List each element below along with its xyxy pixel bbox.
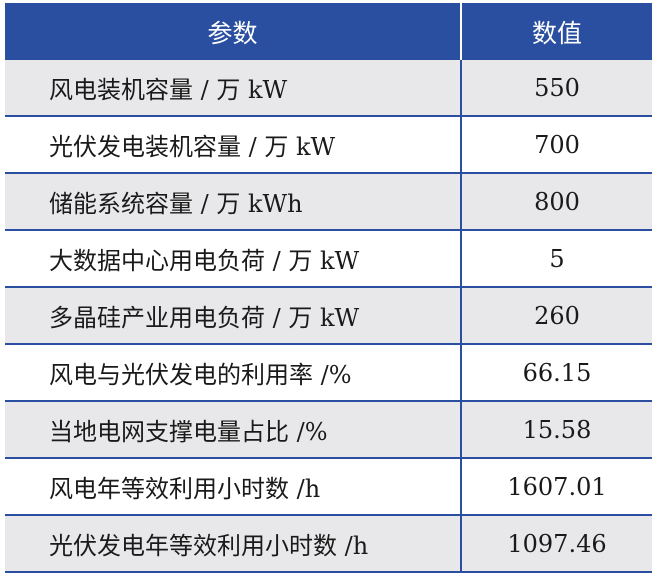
value-cell: 800	[461, 173, 652, 231]
param-cell: 多晶硅产业用电负荷 / 万 kW	[5, 287, 462, 345]
param-cell: 风电与光伏发电的利用率 /%	[5, 344, 462, 402]
table-row: 风电装机容量 / 万 kW 550	[5, 60, 652, 117]
table-row: 光伏发电年等效利用小时数 /h 1097.46	[5, 515, 652, 573]
value-cell: 15.58	[461, 401, 652, 459]
param-cell: 光伏发电装机容量 / 万 kW	[5, 116, 462, 174]
value-cell: 5	[461, 230, 652, 288]
value-cell: 260	[461, 287, 652, 345]
table-row: 多晶硅产业用电负荷 / 万 kW 260	[5, 287, 652, 345]
value-cell: 700	[461, 116, 652, 174]
table-header: 参数 数值	[5, 3, 652, 60]
table-row: 大数据中心用电负荷 / 万 kW 5	[5, 230, 652, 288]
parameter-table: 参数 数值 风电装机容量 / 万 kW 550 光伏发电装机容量 / 万 kW …	[5, 3, 652, 573]
param-cell: 大数据中心用电负荷 / 万 kW	[5, 230, 462, 288]
table-body: 风电装机容量 / 万 kW 550 光伏发电装机容量 / 万 kW 700 储能…	[5, 60, 652, 573]
parameter-table-container: 参数 数值 风电装机容量 / 万 kW 550 光伏发电装机容量 / 万 kW …	[5, 3, 652, 573]
header-row: 参数 数值	[5, 3, 652, 60]
value-cell: 550	[461, 60, 652, 117]
param-cell: 风电装机容量 / 万 kW	[5, 60, 462, 117]
param-cell: 储能系统容量 / 万 kWh	[5, 173, 462, 231]
table-row: 光伏发电装机容量 / 万 kW 700	[5, 116, 652, 174]
header-param: 参数	[5, 3, 462, 60]
param-cell: 光伏发电年等效利用小时数 /h	[5, 515, 462, 573]
table-row: 当地电网支撑电量占比 /% 15.58	[5, 401, 652, 459]
table-row: 风电与光伏发电的利用率 /% 66.15	[5, 344, 652, 402]
table-row: 储能系统容量 / 万 kWh 800	[5, 173, 652, 231]
param-cell: 风电年等效利用小时数 /h	[5, 458, 462, 516]
value-cell: 66.15	[461, 344, 652, 402]
header-value: 数值	[461, 3, 652, 60]
param-cell: 当地电网支撑电量占比 /%	[5, 401, 462, 459]
table-row: 风电年等效利用小时数 /h 1607.01	[5, 458, 652, 516]
value-cell: 1097.46	[461, 515, 652, 573]
value-cell: 1607.01	[461, 458, 652, 516]
